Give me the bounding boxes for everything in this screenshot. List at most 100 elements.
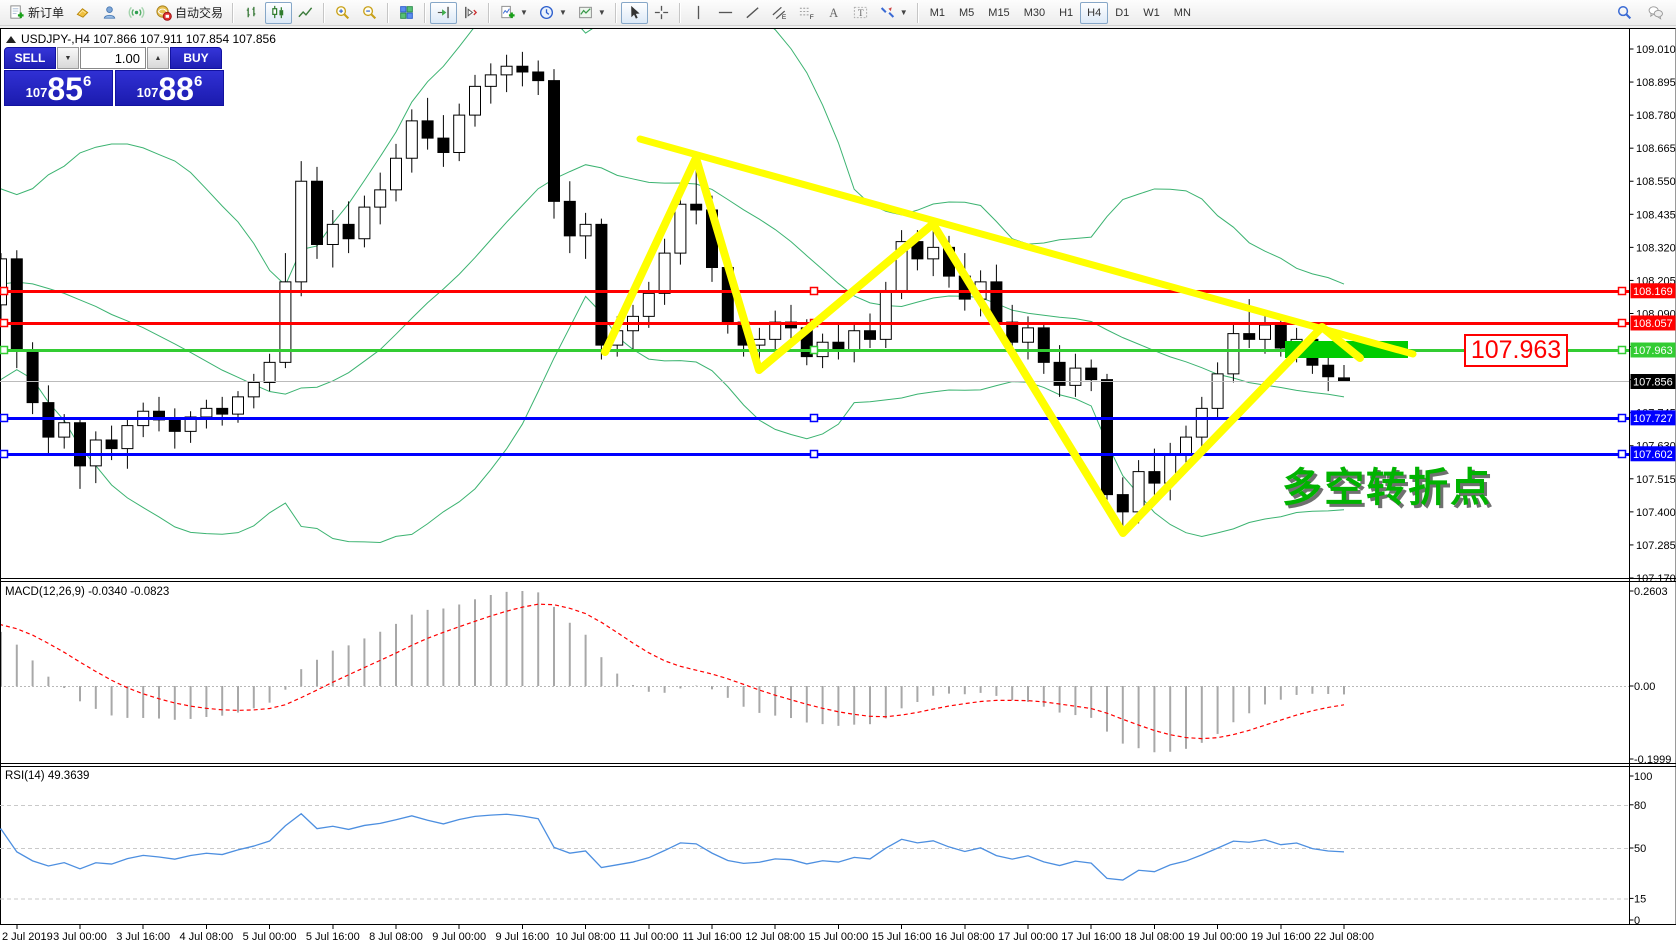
svg-text:108.780: 108.780 <box>1636 110 1676 122</box>
timeframe-W1[interactable]: W1 <box>1136 2 1167 24</box>
candlestick-button[interactable] <box>265 1 293 24</box>
signals-button[interactable] <box>123 2 150 24</box>
label-button[interactable]: T <box>847 2 874 24</box>
svg-text:100: 100 <box>1634 771 1652 783</box>
cursor-icon <box>626 4 643 21</box>
zoom-in-button[interactable] <box>329 2 356 24</box>
line-handle[interactable] <box>809 286 819 296</box>
svg-text:3 Jul 00:00: 3 Jul 00:00 <box>53 931 107 943</box>
signals-icon <box>128 4 145 21</box>
text-button[interactable]: A <box>820 2 847 24</box>
yellow-annotations[interactable] <box>601 135 1417 537</box>
svg-text:22 Jul 08:00: 22 Jul 08:00 <box>1314 931 1374 943</box>
timeframe-M1[interactable]: M1 <box>923 2 952 24</box>
channel-button[interactable]: E <box>766 2 793 24</box>
svg-text:12 Jul 08:00: 12 Jul 08:00 <box>745 931 805 943</box>
line-handle[interactable] <box>809 413 819 423</box>
zigzag-pattern-line[interactable] <box>601 154 1364 537</box>
line-handle[interactable] <box>1617 413 1627 423</box>
trendline-icon <box>744 4 761 21</box>
horizontal-line-button[interactable] <box>712 2 739 24</box>
svg-text:11 Jul 00:00: 11 Jul 00:00 <box>619 931 678 943</box>
new-order-button[interactable]: 新订单 <box>3 2 69 24</box>
auto-trading-icon <box>155 4 172 21</box>
indicators-button[interactable]: ▼ <box>494 2 533 24</box>
dropdown-arrow-icon[interactable]: ▼ <box>558 8 567 17</box>
timeframe-H4[interactable]: H4 <box>1080 1 1109 24</box>
trendline-button[interactable] <box>739 2 766 24</box>
svg-text:16 Jul 08:00: 16 Jul 08:00 <box>935 931 995 943</box>
svg-text:0: 0 <box>1634 915 1640 927</box>
svg-text:108.895: 108.895 <box>1636 77 1676 89</box>
dropdown-arrow-icon[interactable]: ▼ <box>520 8 528 17</box>
timeframe-M15[interactable]: M15 <box>981 2 1016 24</box>
periods-button[interactable]: ▼ <box>533 2 572 24</box>
button-label: M1 <box>929 6 945 19</box>
gold-button[interactable] <box>69 2 96 24</box>
community-button[interactable] <box>96 2 123 24</box>
templates-button[interactable]: ▼ <box>572 2 611 24</box>
line-handle[interactable] <box>0 345 9 355</box>
line-handle[interactable] <box>1617 318 1627 328</box>
bar-chart-button[interactable] <box>238 2 265 24</box>
time-axis: 2 Jul 2019 3 Jul 00:00 3 Jul 16:00 4 Jul 08… <box>2 925 1374 943</box>
shapes-button[interactable]: ▼ <box>874 2 913 24</box>
svg-text:10 Jul 08:00: 10 Jul 08:00 <box>556 931 616 943</box>
line-handle[interactable] <box>0 449 9 459</box>
line-handle[interactable] <box>1617 449 1627 459</box>
auto-scroll-button[interactable] <box>457 2 484 24</box>
auto-trading-button[interactable]: 自动交易 <box>150 2 228 24</box>
community-icon <box>101 4 118 21</box>
svg-text:4 Jul 08:00: 4 Jul 08:00 <box>179 931 233 943</box>
timeframe-M5[interactable]: M5 <box>952 2 981 24</box>
quote-panel-collapse-icon[interactable] <box>6 35 16 43</box>
line-handle[interactable] <box>0 286 9 296</box>
timeframe-D1[interactable]: D1 <box>1108 2 1136 24</box>
chart-canvas[interactable]: 109.010 108.895 108.780 108.665 108.550 108.4… <box>0 28 1676 948</box>
sell-button[interactable]: SELL <box>4 47 56 69</box>
volume-decrease-button[interactable]: ▼ <box>57 47 79 69</box>
cursor-button[interactable] <box>620 1 648 24</box>
price-callout-box[interactable]: 107.963 <box>1464 334 1568 367</box>
fibonacci-icon: F <box>798 4 815 21</box>
svg-text:107.602: 107.602 <box>1633 449 1673 461</box>
svg-text:5 Jul 16:00: 5 Jul 16:00 <box>306 931 360 943</box>
turning-point-annotation[interactable]: 多空转折点 <box>1282 466 1492 510</box>
crosshair-icon <box>653 4 670 21</box>
vertical-line-button[interactable] <box>685 2 712 24</box>
chart-shift-button[interactable] <box>430 1 458 24</box>
buy-button[interactable]: BUY <box>170 47 222 69</box>
line-handle[interactable] <box>0 318 9 328</box>
search-button[interactable] <box>1611 2 1638 24</box>
indicators-icon <box>499 4 516 21</box>
tile-windows-button[interactable] <box>393 2 420 24</box>
line-handle[interactable] <box>809 345 819 355</box>
timeframe-H1[interactable]: H1 <box>1052 2 1080 24</box>
toolbar-separator <box>488 2 491 23</box>
timeframe-M30[interactable]: M30 <box>1017 2 1052 24</box>
horizontal-line-icon <box>717 4 734 21</box>
tile-windows-icon <box>398 4 415 21</box>
horizontal-lines[interactable] <box>0 286 1629 459</box>
volume-increase-button[interactable]: ▲ <box>147 47 169 69</box>
chat-button[interactable] <box>1642 2 1669 24</box>
fibonacci-button[interactable]: F <box>793 2 820 24</box>
sell-price-display[interactable]: 107 85 6 <box>4 70 113 106</box>
candlestick-icon <box>270 4 287 21</box>
line-handle[interactable] <box>1617 286 1627 296</box>
volume-input[interactable] <box>80 47 146 69</box>
timeframe-MN[interactable]: MN <box>1167 2 1198 24</box>
line-handle[interactable] <box>0 413 9 423</box>
buy-price-display[interactable]: 107 88 6 <box>115 70 224 106</box>
dropdown-arrow-icon[interactable]: ▼ <box>597 8 606 17</box>
line-handle[interactable] <box>809 449 819 459</box>
dropdown-arrow-icon[interactable]: ▼ <box>899 8 908 17</box>
line-chart-button[interactable] <box>292 2 319 24</box>
crosshair-button[interactable] <box>648 2 675 24</box>
descending-trendline[interactable] <box>636 135 1417 358</box>
line-handle[interactable] <box>1617 345 1627 355</box>
gold-icon <box>74 4 91 21</box>
macd-indicator-label: MACD(12,26,9) -0.0340 -0.0823 <box>5 586 170 598</box>
zoom-out-button[interactable] <box>356 2 383 24</box>
toolbar-separator <box>916 2 919 23</box>
